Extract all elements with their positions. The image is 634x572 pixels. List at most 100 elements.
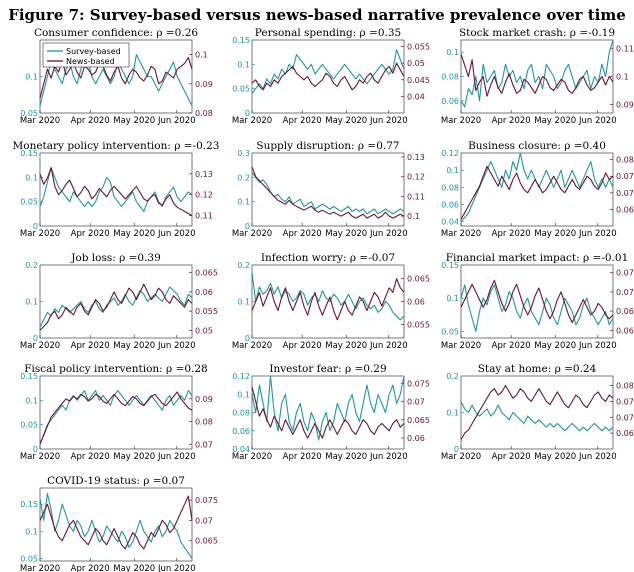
left-tick-label: 0.15 [441,261,459,270]
left-tick-label: 0.05 [441,327,459,336]
x-tick-label: Apr 2020 [492,341,531,351]
news-series-line [460,53,614,97]
right-tick-label: 0.11 [616,44,634,53]
right-tick-label: 0.075 [616,269,634,278]
left-tick-label: 0.1 [25,173,38,182]
left-tick-label: 0.06 [441,201,459,210]
x-tick-label: Jun 2020 [369,341,408,351]
subplot: Stay at home: ρ =0.24 0 0.1 0.2 0.065 0.07 0.0… [441,363,634,462]
plot-frame [39,487,193,562]
right-tick-label: 0.07 [616,413,634,422]
x-tick-label: Mar 2020 [441,116,481,126]
x-tick-label: Jun 2020 [157,452,196,462]
legend-box [42,42,130,68]
right-tick-label: 0.055 [407,43,430,52]
survey-series-line [251,49,405,94]
x-tick-label: May 2020 [325,452,367,462]
subplot-title: Supply disruption: ρ =0.77 [256,140,399,152]
news-series-line [460,165,614,220]
left-tick-label: 0.08 [441,73,459,82]
left-tick-label: 0 [454,445,459,454]
right-tick-label: 0.075 [616,397,634,406]
left-tick-label: 0.05 [20,554,38,563]
left-tick-label: 0.2 [446,372,459,381]
x-tick-label: May 2020 [534,229,576,239]
x-tick-label: Jun 2020 [369,229,408,239]
right-tick-label: 0.075 [616,172,634,181]
left-tick-label: 0.1 [446,409,459,418]
news-series-line [251,278,405,321]
right-tick-label: 0.09 [195,395,213,404]
x-tick-label: Jun 2020 [157,564,196,572]
plot-frame [39,375,193,450]
subplot: Supply disruption: ρ =0.77 0 0.1 0.2 0.3 0.1 0… [232,140,425,239]
news-series-line [39,167,193,217]
right-tick-label: 0.05 [407,59,425,68]
x-tick-label: Jun 2020 [578,452,617,462]
right-tick-label: 0.075 [195,496,218,505]
right-tick-label: 0.07 [407,398,425,407]
x-tick-label: Mar 2020 [20,452,60,462]
x-tick-label: Apr 2020 [283,116,322,126]
news-series-line [460,279,614,324]
left-tick-label: 0.1 [446,48,459,57]
survey-series-line [39,390,193,445]
plot-frame [39,152,193,227]
right-tick-label: 0.11 [195,212,213,221]
right-tick-label: 0.08 [195,109,213,118]
survey-series-line [251,172,405,215]
right-tick-label: 0.13 [407,153,425,162]
right-tick-label: 0.06 [195,288,213,297]
subplot: COVID-19 status: ρ =0.07 0.05 0.1 0.15 0.065… [20,475,218,572]
left-tick-label: 0.1 [237,198,250,207]
left-tick-label: 0 [245,109,250,118]
right-tick-label: 0.07 [195,516,213,525]
left-tick-label: 0 [33,222,38,231]
right-tick-label: 0.07 [616,189,634,198]
subplot-title: Consumer confidence: ρ =0.26 [34,27,198,39]
x-tick-label: May 2020 [325,229,367,239]
right-tick-label: 0.065 [616,429,634,438]
subplot-title: Business closure: ρ =0.40 [468,140,606,152]
right-tick-label: 0.09 [616,101,634,110]
plot-frame [251,152,405,227]
survey-series-line [460,39,614,108]
subplot: Financial market impact: ρ =-0.01 0.05 0.1… [441,252,634,351]
left-tick-label: 0 [33,334,38,343]
left-tick-label: 0.05 [20,421,38,430]
news-series-line [251,166,405,219]
right-tick-label: 0.065 [616,307,634,316]
news-series-line [39,495,193,550]
subplot-title: Infection worry: ρ =-0.07 [261,252,395,264]
right-tick-label: 0.08 [616,382,634,391]
survey-series-line [460,152,614,223]
survey-series-line [39,286,193,328]
subplot-title: Monetary policy intervention: ρ =-0.23 [13,140,220,152]
left-tick-label: 0.08 [441,183,459,192]
x-tick-label: Jun 2020 [578,229,617,239]
x-tick-label: May 2020 [113,116,155,126]
right-tick-label: 0.09 [195,80,213,89]
left-tick-label: 0.15 [20,149,38,158]
subplot: Job loss: ρ =0.39 0 0.1 0.2 0.05 0.055 0.06 0.0… [20,252,218,351]
right-tick-label: 0.055 [407,320,430,329]
subplot: Consumer confidence: ρ =0.26 0.05 0.1 0.08 0… [20,27,213,126]
left-tick-label: 0.1 [446,166,459,175]
left-tick-label: 0.1 [25,527,38,536]
news-series-line [39,56,193,99]
subplot: Stock market crash: ρ =-0.19 0.06 0.08 0.1 0… [441,27,634,126]
right-tick-label: 0.08 [195,418,213,427]
left-tick-label: 0.12 [441,149,459,158]
right-tick-label: 0.08 [616,156,634,165]
subplot-title: Personal spending: ρ =0.35 [255,27,401,39]
left-tick-label: 0.08 [232,409,250,418]
x-tick-label: Jun 2020 [157,341,196,351]
x-tick-label: May 2020 [325,116,367,126]
subplot: Monetary policy intervention: ρ =-0.23 0 0… [13,140,220,239]
legend-label: Survey-based [66,47,121,56]
x-tick-label: Mar 2020 [20,564,60,572]
subplot-title: COVID-19 status: ρ =0.07 [47,475,185,487]
subplot-title: Financial market impact: ρ =-0.01 [446,252,629,264]
subplot: Business closure: ρ =0.40 0.04 0.06 0.08 0.1… [441,140,634,239]
